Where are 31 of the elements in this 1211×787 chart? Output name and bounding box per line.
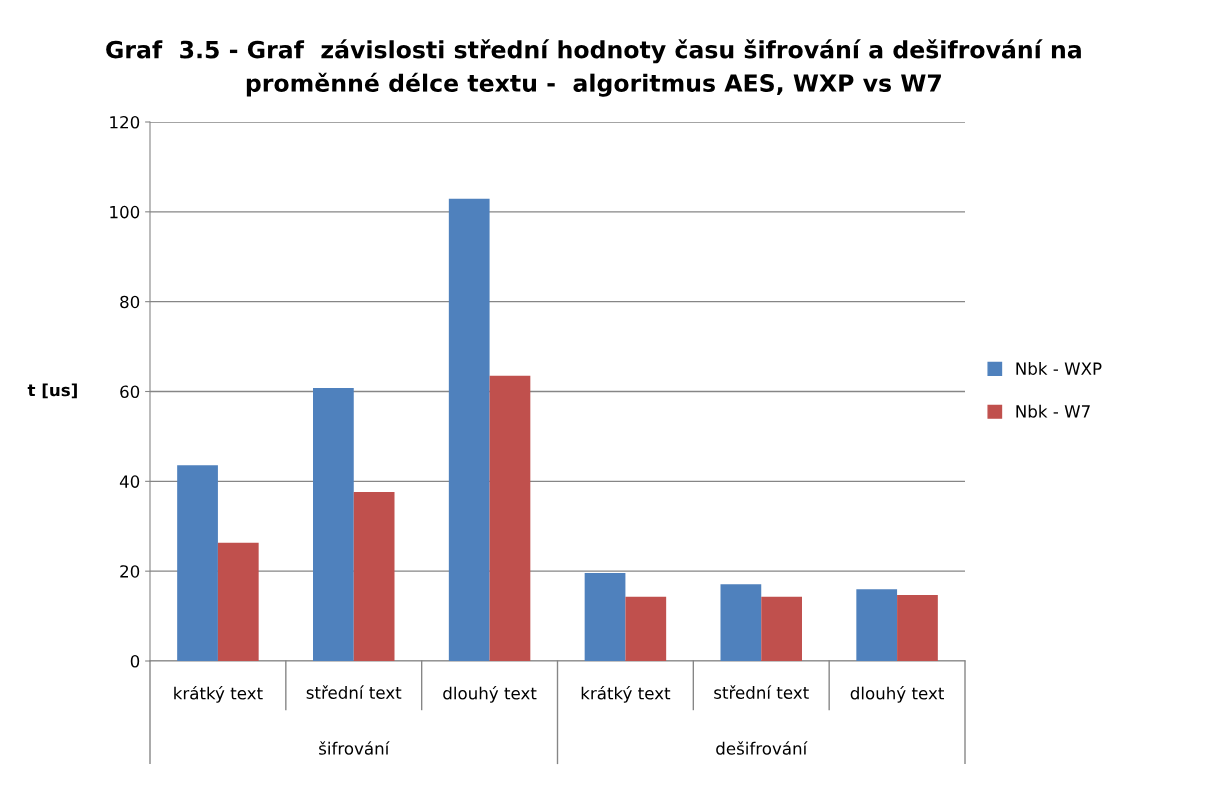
- bar: [720, 584, 762, 661]
- bar: [761, 596, 802, 661]
- y-tick-label: 20: [120, 565, 140, 578]
- legend-label: Nbk - W7: [1016, 404, 1090, 418]
- bar: [313, 387, 354, 661]
- x-tick-label: dlouhý text: [443, 686, 537, 703]
- bar: [217, 542, 259, 661]
- y-tick-label: 40: [119, 475, 140, 488]
- chart-title: Graf 3.5 - Graf závislosti střední hodnoty času šifrování a dešifrování na proměnné délce textu - algoritmus AES, WXP vs W7: [106, 39, 1081, 97]
- y-tick-label: 120: [110, 115, 140, 129]
- x-tick-label: dlouhý text: [850, 686, 944, 703]
- bar: [448, 198, 490, 661]
- bar: [584, 572, 626, 661]
- x-tick-label: krátký text: [581, 686, 671, 703]
- x-tick-label: střední text: [306, 685, 402, 699]
- bar: [353, 492, 395, 661]
- y-tick-label: 80: [120, 295, 140, 309]
- x-tick-label: krátký text: [174, 686, 263, 703]
- text: šifrování: [319, 741, 390, 755]
- bar: [856, 589, 898, 661]
- y-tick-label: 0: [130, 654, 140, 668]
- y-tick-label: 100: [110, 205, 140, 219]
- x-tick-label: střední text: [714, 685, 809, 699]
- y-tick-label: 60: [120, 385, 140, 399]
- bar: [625, 596, 667, 661]
- bar: [177, 465, 218, 661]
- bar: [489, 375, 531, 661]
- text: dešifrování: [716, 741, 808, 755]
- y-axis-title: t [us]: [27, 383, 77, 399]
- bar: [897, 594, 938, 661]
- legend-label: Nbk - WXP: [1016, 362, 1102, 375]
